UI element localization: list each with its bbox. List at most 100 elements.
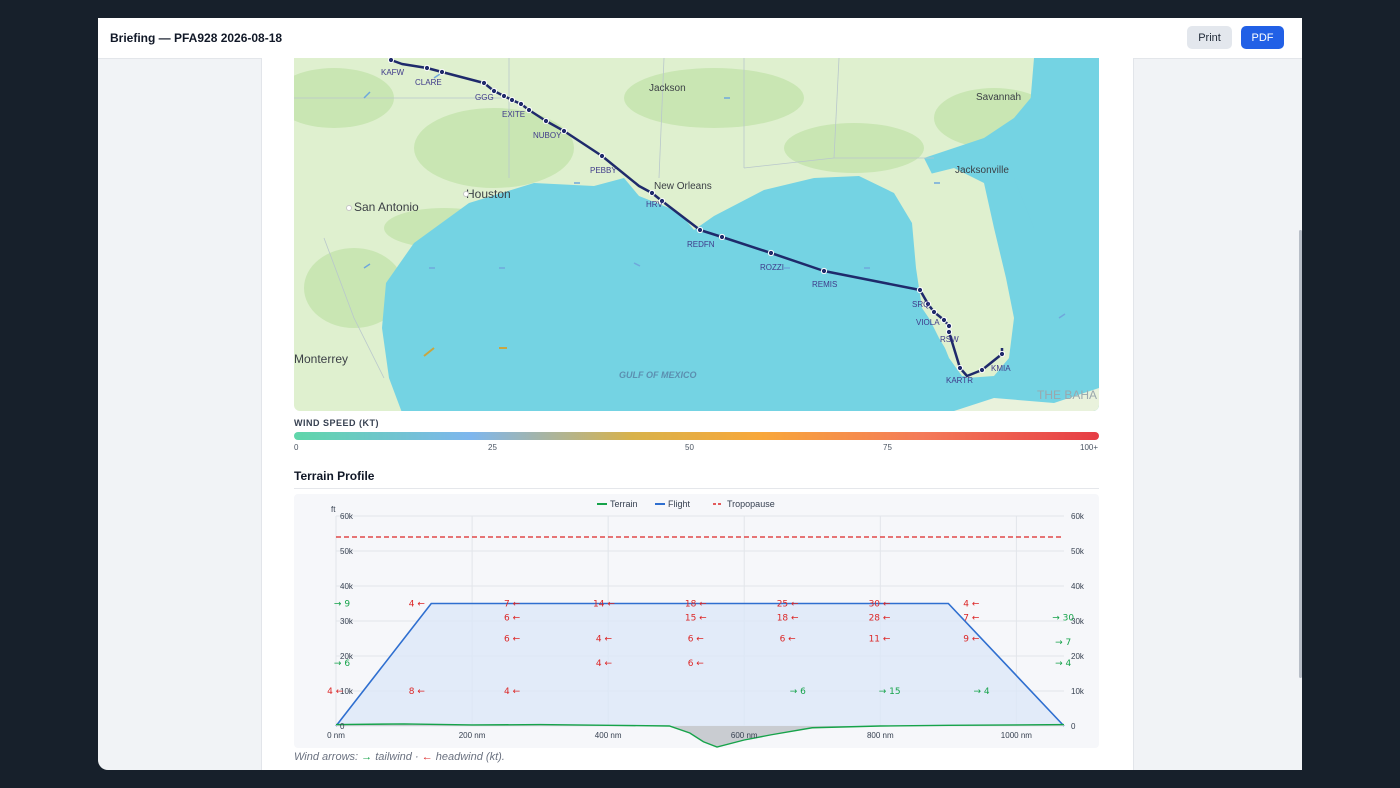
waypoint-label-kafw: KAFW [381, 68, 405, 77]
wind-label: → 4 [973, 687, 989, 697]
legend-tropopause: Tropopause [727, 499, 775, 509]
waypoint-label-exite: EXITE [502, 110, 525, 119]
route-map[interactable]: Jackson Savannah Jacksonville New Orlean… [294, 58, 1099, 411]
y-tick-right: 30k [1071, 617, 1085, 626]
footnote-prefix: Wind arrows: [294, 751, 359, 763]
cuba-land [954, 388, 1099, 411]
wind-label: 4 ← [596, 635, 613, 645]
wind-label: → 7 [1055, 638, 1071, 648]
y-tick-left: 0 [340, 722, 345, 731]
waypoint-label-rsw: RSW [940, 335, 959, 344]
wind-speed-gradient [294, 432, 1099, 440]
wind-label: 6 ← [504, 635, 521, 645]
waypoint-dots [387, 58, 1006, 374]
y-tick-right: 50k [1071, 547, 1085, 556]
terrain-line [335, 723, 1065, 748]
wind-label: 30 ← [869, 600, 891, 610]
wind-label: 6 ← [504, 614, 521, 624]
flight-profile-fill [336, 603, 1064, 726]
san-antonio-dot [346, 205, 352, 211]
wind-label: 8 ← [409, 687, 426, 697]
x-tick: 200 nm [459, 731, 486, 740]
atlantic-water [1014, 58, 1099, 238]
footnote-headwind: headwind (kt). [435, 751, 505, 763]
wind-label: → 9 [334, 600, 350, 610]
wind-label: 11 ← [869, 635, 891, 645]
bahamas-label: THE BAHA [1037, 388, 1097, 402]
wind-label: 6 ← [780, 635, 797, 645]
x-tick: 1000 nm [1001, 731, 1032, 740]
wind-arrows [363, 73, 1066, 319]
city-label-jacksonville: Jacksonville [955, 165, 1009, 176]
wind-label: 15 ← [685, 614, 707, 624]
wind-label: 28 ← [869, 614, 891, 624]
wind-tick-25: 25 [488, 443, 497, 452]
city-label-savannah: Savannah [976, 92, 1021, 103]
page-title: Briefing — PFA928 2026-08-18 [110, 31, 283, 45]
waypoint-label-hrv: HRV [646, 200, 663, 209]
waypoint-label-pebby: PEBBY [590, 166, 617, 175]
x-tick: 600 nm [731, 731, 758, 740]
wind-label: → 15 [879, 687, 901, 697]
flight-profile-line [335, 602, 1065, 727]
waypoint-label-remis: REMIS [812, 280, 837, 289]
footnote-tailwind: tailwind [375, 751, 412, 763]
legend-flight: Flight [668, 499, 691, 509]
wind-label: → 4 [1055, 659, 1071, 669]
print-button[interactable]: Print [1187, 26, 1232, 49]
city-label-houston: Houston [466, 187, 511, 201]
waypoint-label-srq: SRQ [912, 300, 929, 309]
wind-label: → 30 [1052, 614, 1074, 624]
x-tick: 0 nm [327, 731, 345, 740]
headwind-arrow-icon: ← [421, 751, 433, 763]
city-label-monterrey: Monterrey [294, 352, 348, 366]
gulf-of-mexico-label: GULF OF MEXICO [619, 370, 697, 380]
florida-peninsula [914, 168, 1014, 378]
top-bar: Briefing — PFA928 2026-08-18 Print PDF [98, 18, 1302, 59]
wind-label: 7 ← [963, 614, 980, 624]
wind-label: 14 ← [593, 600, 615, 610]
waypoint-label-viola: VIOLA [916, 318, 940, 327]
chart-legend: Terrain Flight Tropopause [597, 499, 775, 509]
wind-tick-50: 50 [685, 443, 694, 452]
y-tick-right: 10k [1071, 687, 1085, 696]
tailwind-arrow-icon: → [361, 751, 373, 763]
y-tick-left: 10k [340, 687, 354, 696]
houston-dot [463, 191, 469, 197]
wind-label: 4 ← [409, 600, 426, 610]
pdf-button[interactable]: PDF [1241, 26, 1284, 49]
y-tick-right: 20k [1071, 652, 1085, 661]
y-tick-right: 40k [1071, 582, 1085, 591]
terrain-profile-svg: Terrain Flight Tropopause ft 0 10k 20k 30k 4… [327, 499, 1085, 748]
y-tick-left: 30k [340, 617, 354, 626]
x-tick: 400 nm [595, 731, 622, 740]
city-label-san-antonio: San Antonio [354, 200, 419, 214]
wind-arrows-strong [423, 347, 507, 357]
section-divider [294, 488, 1099, 489]
wind-label: 6 ← [688, 635, 705, 645]
scrollbar-thumb[interactable] [1299, 230, 1302, 678]
wind-tick-100: 100+ [1080, 443, 1099, 452]
waypoint-label-rozzi: ROZZI [760, 263, 784, 272]
waypoint-label-ggg: GGG [475, 93, 494, 102]
legend-terrain: Terrain [610, 499, 638, 509]
terrain-fill [336, 723, 1064, 747]
waypoint-label-redfn: REDFN [687, 240, 715, 249]
y-tick-left: 50k [340, 547, 354, 556]
waypoint-label-clare: CLARE [415, 78, 442, 87]
terrain-profile-chart: Terrain Flight Tropopause ft 0 10k 20k 30k 4… [294, 494, 1099, 748]
gulf-of-mexico-water [382, 58, 1099, 411]
y-tick-right: 60k [1071, 512, 1085, 521]
wind-label: → 6 [790, 687, 806, 697]
city-label-new-orleans: New Orleans [654, 181, 712, 192]
wind-tick-0: 0 [294, 443, 299, 452]
wind-arrows-footnote: Wind arrows: → tailwind · ← headwind (kt… [294, 751, 505, 763]
state-borders [294, 58, 934, 379]
y-tick-right: 0 [1071, 722, 1076, 731]
wind-label: 18 ← [777, 614, 799, 624]
footnote-separator: · [414, 751, 419, 763]
city-label-jackson: Jackson [649, 83, 686, 94]
waypoint-label-kmia: KMIA [991, 364, 1011, 373]
terrain-profile-title: Terrain Profile [294, 469, 375, 483]
wind-label: 6 ← [688, 659, 705, 669]
